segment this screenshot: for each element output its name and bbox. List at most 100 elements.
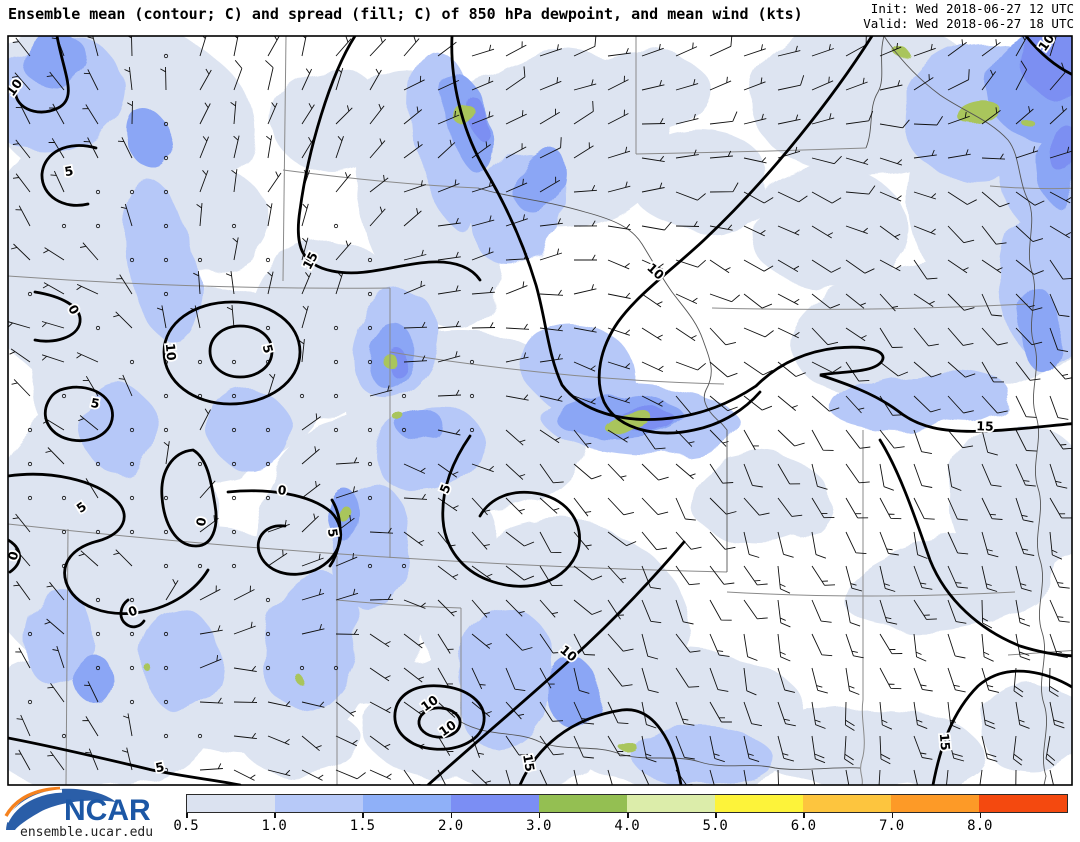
calm-station xyxy=(27,699,33,705)
wind-barb xyxy=(193,271,201,295)
wind-barb xyxy=(471,76,494,91)
contour-level-0 xyxy=(160,448,218,548)
wind-barb xyxy=(539,633,564,654)
wind-barb xyxy=(403,208,422,227)
contour-level-5 xyxy=(43,385,114,443)
wind-barb xyxy=(607,667,633,687)
wind-barb xyxy=(607,181,631,193)
wind-barb xyxy=(607,48,631,57)
wind-barb xyxy=(981,259,1003,274)
spread-blob xyxy=(513,146,567,214)
wind-barb xyxy=(1015,429,1037,452)
wind-barb xyxy=(777,701,796,727)
wind-barb xyxy=(301,553,324,567)
wind-barb xyxy=(1012,735,1023,766)
wind-barb xyxy=(607,565,627,584)
wind-barb xyxy=(811,155,842,165)
wind-barb xyxy=(47,683,65,703)
wind-barb xyxy=(123,713,133,737)
wind-barb xyxy=(777,191,808,203)
wind-barb xyxy=(403,280,426,295)
wind-barb xyxy=(8,321,31,329)
wind-barb xyxy=(369,593,394,601)
wind-barb xyxy=(879,361,909,377)
wind-barb xyxy=(505,769,511,785)
wind-barb xyxy=(1049,565,1070,589)
wind-barb xyxy=(777,497,803,517)
wind-barb xyxy=(1049,191,1072,204)
wind-barb xyxy=(539,289,564,296)
wind-barb xyxy=(845,293,866,309)
wind-barb xyxy=(231,169,238,193)
wind-barb xyxy=(127,100,133,125)
wind-barb xyxy=(845,531,867,555)
wind-barb xyxy=(811,565,836,586)
wind-barb xyxy=(913,74,934,91)
calm-station xyxy=(163,53,169,59)
wind-barb xyxy=(777,395,798,411)
calm-station xyxy=(401,393,407,399)
contour-level-10 xyxy=(162,300,302,406)
calm-station xyxy=(333,359,339,365)
wind-barb xyxy=(539,325,563,332)
calm-station xyxy=(163,529,169,535)
wind-barb xyxy=(266,135,273,159)
wind-barb xyxy=(301,513,319,533)
wind-barb xyxy=(573,326,597,333)
calm-station xyxy=(469,359,475,365)
wind-barb xyxy=(777,667,796,693)
wind-barb xyxy=(83,69,99,91)
wind-barb xyxy=(226,305,235,329)
wind-barb xyxy=(539,77,562,91)
wind-barb xyxy=(811,599,832,623)
wind-barb xyxy=(301,68,313,91)
wind-barb xyxy=(471,44,495,57)
wind-barb xyxy=(471,141,491,159)
calm-station xyxy=(27,461,33,467)
wind-barb xyxy=(981,191,1010,208)
wind-barb xyxy=(403,531,425,546)
contour-level-10 xyxy=(393,684,486,751)
wind-barb xyxy=(505,565,535,581)
wind-barb xyxy=(979,769,983,785)
wind-barb xyxy=(947,463,962,491)
wind-barb xyxy=(1049,146,1072,159)
wind-barb xyxy=(118,374,133,397)
calm-station xyxy=(265,427,271,433)
wind-barb xyxy=(505,531,535,547)
wind-barb xyxy=(709,182,739,193)
spread-blob xyxy=(85,385,155,475)
wind-barb xyxy=(573,599,602,615)
wind-barb xyxy=(505,735,530,756)
wind-barb xyxy=(1049,497,1072,519)
calm-station xyxy=(163,291,169,297)
wind-barb xyxy=(46,581,65,601)
calm-station xyxy=(265,461,271,467)
wind-barb xyxy=(709,111,738,125)
wind-barb xyxy=(78,550,99,567)
wind-barb xyxy=(539,497,560,514)
wind-barb xyxy=(743,497,770,516)
wind-barb xyxy=(505,429,526,446)
wind-barb xyxy=(811,293,840,309)
wind-barb xyxy=(505,214,528,227)
wind-barb xyxy=(947,191,977,205)
wind-barb xyxy=(913,701,928,730)
wind-barb xyxy=(369,103,385,125)
wind-barb xyxy=(335,457,360,465)
wind-barb xyxy=(369,633,391,648)
calm-station xyxy=(197,563,203,569)
wind-barb xyxy=(981,463,1002,487)
calm-station xyxy=(129,529,135,535)
ncar-logo-text: NCAR xyxy=(64,794,151,827)
wind-barb xyxy=(335,552,358,567)
wind-barb xyxy=(369,206,386,227)
contour-level-10 xyxy=(1024,36,1072,76)
calm-station xyxy=(265,631,271,637)
wind-barb xyxy=(743,395,773,411)
wind-barb xyxy=(607,497,635,516)
wind-barb xyxy=(1015,463,1036,487)
wind-barb xyxy=(267,271,274,295)
wind-barb xyxy=(539,701,564,722)
wind-barb xyxy=(913,463,933,488)
